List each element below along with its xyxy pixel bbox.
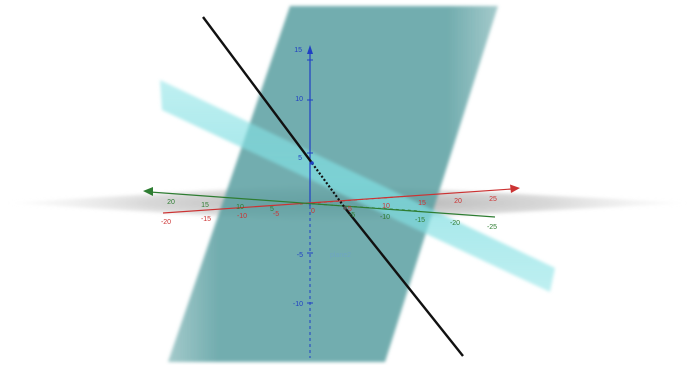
- x-tick-label: -15: [201, 216, 211, 223]
- y-tick-label: -20: [450, 220, 460, 227]
- x-axis-dashed: [299, 195, 411, 205]
- y-axis[interactable]: [149, 191, 496, 218]
- intersection-point[interactable]: [343, 206, 347, 210]
- black-line-hidden: [311, 162, 346, 209]
- y-tick-label: -5: [349, 212, 355, 219]
- x-tick-label: -10: [237, 213, 247, 220]
- x-tick-label: 20: [454, 198, 462, 205]
- z-tick-label: -5: [297, 252, 303, 259]
- y-tick-label: 5: [270, 206, 274, 213]
- x-axis-labels: -20 -15 -10 -5 0 5 10 15 20 25: [161, 196, 497, 226]
- y-tick-label: -10: [380, 214, 390, 221]
- intersection-point[interactable]: [310, 161, 314, 165]
- x-tick-label: -5: [273, 211, 279, 218]
- x-tick-label: -20: [161, 219, 171, 226]
- x-tick-label: 10: [382, 203, 390, 210]
- y-tick-label: 15: [201, 202, 209, 209]
- y-tick-label: 10: [236, 204, 244, 211]
- z-tick-label: 15: [294, 47, 302, 54]
- y-tick-label: -25: [487, 224, 497, 231]
- y-axis-labels: 20 15 10 5 -5 -10 -15 -20 -25: [167, 199, 497, 231]
- x-tick-label: 0: [311, 208, 315, 215]
- z-tick-label: -10: [293, 301, 303, 308]
- z-axis-ticks: [307, 59, 313, 304]
- cyan-plane[interactable]: [160, 80, 555, 292]
- z-tick-label: 5: [298, 155, 302, 162]
- black-line-lower: [344, 207, 464, 357]
- plane2-label: plane2: [330, 252, 351, 259]
- z-axis-labels: 15 10 5 -5 -10: [293, 47, 303, 308]
- x-tick-label: 5: [348, 206, 352, 213]
- z-axis-arrow-icon: [307, 45, 313, 54]
- z-tick-label: 10: [295, 96, 303, 103]
- x-axis-arrow-icon: [510, 184, 520, 193]
- y-tick-label: 20: [167, 199, 175, 206]
- x-tick-label: 25: [489, 196, 497, 203]
- x-tick-label: 15: [418, 200, 426, 207]
- black-line[interactable]: [202, 16, 313, 164]
- y-tick-label: -15: [415, 217, 425, 224]
- y-axis-arrow-icon: [143, 187, 153, 196]
- y-axis-dashed: [299, 202, 421, 212]
